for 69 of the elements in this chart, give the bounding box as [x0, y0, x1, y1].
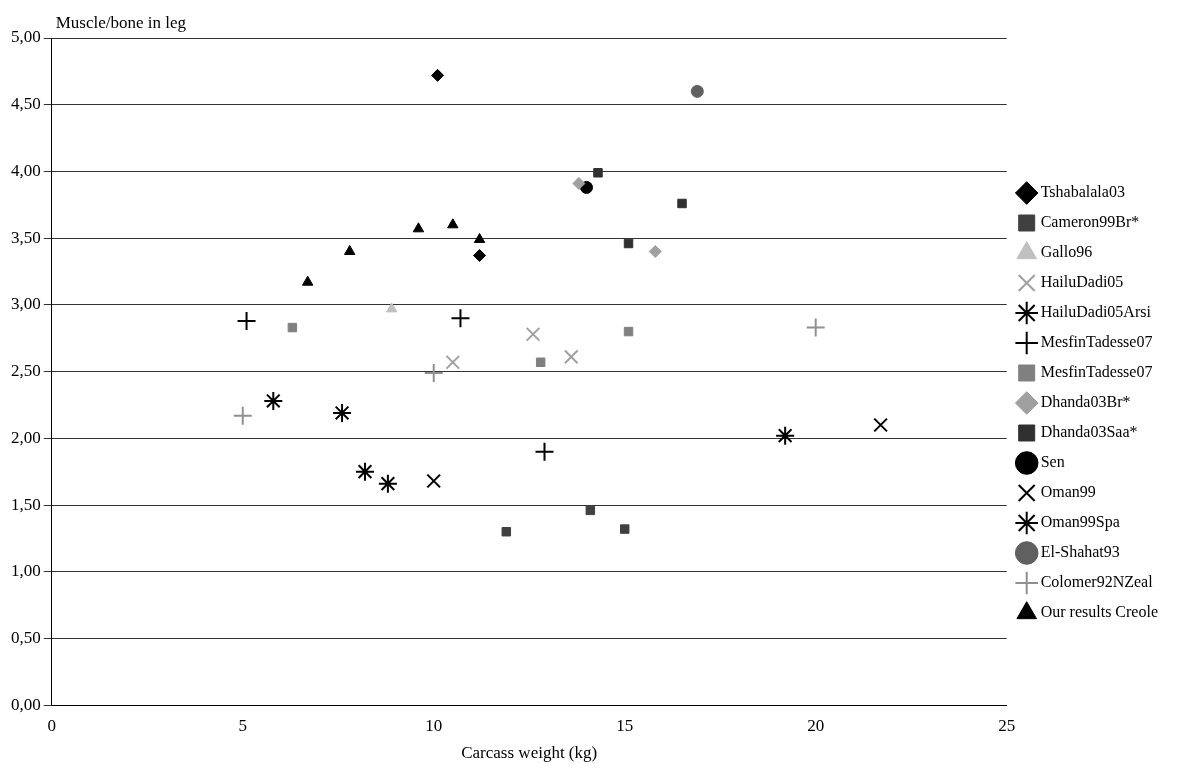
point — [354, 461, 375, 482]
point — [377, 473, 398, 494]
x-axis-title: Carcass weight (kg) — [461, 743, 598, 763]
y-tick-label: 1,50 — [11, 494, 41, 514]
y-tick-label: 5,00 — [11, 27, 41, 47]
point — [287, 322, 298, 333]
legend-label: Cameron99Br* — [1040, 213, 1140, 231]
x-tick-label: 5 — [238, 715, 247, 735]
point — [563, 349, 579, 365]
point — [690, 84, 704, 98]
point — [535, 357, 546, 367]
x-tick-label: 25 — [998, 715, 1016, 735]
y-tick-label: 3,00 — [11, 294, 41, 314]
x-tick-label: 20 — [807, 715, 825, 735]
x-tick-label: 15 — [616, 715, 634, 735]
y-tick-label: 3,50 — [11, 227, 41, 247]
point — [431, 68, 445, 82]
point — [332, 402, 353, 423]
y-tick-label: 2,50 — [11, 361, 41, 381]
legend-label: Our results Creole — [1040, 603, 1159, 621]
point — [525, 326, 541, 342]
point — [445, 354, 461, 370]
point — [585, 505, 596, 516]
point — [412, 222, 425, 233]
y-axis-title: Muscle/bone in leg — [55, 12, 187, 32]
point — [805, 317, 826, 338]
point — [450, 308, 471, 329]
point — [534, 441, 555, 462]
point — [619, 524, 630, 534]
point — [301, 275, 314, 286]
point — [344, 245, 356, 255]
legend-label: Tshabalala03 — [1040, 183, 1125, 201]
y-tick-label: 1,00 — [11, 561, 41, 581]
point — [473, 232, 486, 243]
legend-label: Dhanda03Br* — [1040, 393, 1131, 411]
point — [423, 362, 444, 383]
x-tick-label: 10 — [425, 715, 443, 735]
point — [426, 473, 442, 489]
point — [572, 176, 586, 190]
point — [447, 218, 459, 229]
point — [232, 405, 253, 426]
point — [473, 249, 487, 263]
legend-label: MesfinTadesse07 — [1040, 333, 1153, 351]
x-tick-label: 0 — [47, 715, 56, 735]
legend-label: HailuDadi05 — [1040, 273, 1124, 291]
legend-label: El-Shahat93 — [1040, 543, 1120, 561]
legend-label: MesfinTadesse07 — [1040, 363, 1153, 381]
point — [386, 302, 398, 313]
point — [775, 425, 796, 446]
point — [623, 238, 634, 249]
legend-label: Sen — [1040, 453, 1065, 471]
point — [501, 526, 512, 537]
legend-label: HailuDadi05Arsi — [1040, 303, 1152, 321]
point — [677, 198, 687, 209]
legend-label: Dhanda03Saa* — [1040, 423, 1138, 441]
legend-label: Colomer92NZeal — [1040, 573, 1154, 591]
y-tick-label: 4,00 — [11, 160, 41, 180]
y-tick-label: 0,00 — [11, 694, 41, 714]
y-tick-label: 4,50 — [11, 94, 41, 114]
point — [648, 245, 662, 258]
point — [623, 326, 634, 337]
legend-label: Oman99 — [1040, 483, 1096, 501]
legend-label: Gallo96 — [1040, 243, 1093, 261]
point — [593, 168, 603, 178]
legend-label: Oman99Spa — [1040, 513, 1120, 532]
point — [263, 390, 284, 411]
y-tick-label: 0,50 — [11, 627, 41, 647]
point — [873, 417, 889, 433]
y-tick-label: 2,00 — [11, 427, 41, 447]
